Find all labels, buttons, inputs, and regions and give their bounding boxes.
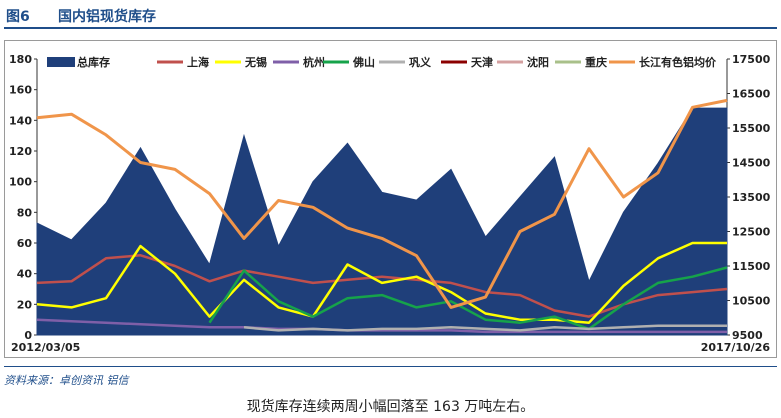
- right-tick-label: 15500: [732, 122, 771, 135]
- series-area-total-stock: [36, 107, 728, 336]
- left-tick-label: 0: [24, 329, 32, 342]
- right-tick-label: 13500: [732, 191, 771, 204]
- footer-rule: [4, 366, 777, 367]
- right-tick-label: 9500: [732, 329, 763, 342]
- legend-label: 佛山: [352, 55, 375, 69]
- left-tick-label: 160: [9, 84, 32, 97]
- right-tick-label: 12500: [732, 226, 771, 239]
- left-tick-label: 120: [9, 145, 32, 158]
- source-note: 资料来源：卓创资讯 铝信: [4, 374, 129, 387]
- legend-label: 沈阳: [527, 55, 549, 69]
- left-tick-label: 40: [17, 268, 33, 281]
- figure-caption: 现货库存连续两周小幅回落至 163 万吨左右。: [246, 399, 535, 415]
- chart-canvas: 0 20 40 60 80 100 120 140 160 180 9500 10500 11500 12…: [9, 53, 771, 354]
- legend-label: 无锡: [244, 55, 267, 69]
- right-tick-label: 11500: [732, 260, 771, 273]
- legend-swatch-area: [47, 57, 75, 67]
- series-line-杭州: [36, 318, 727, 334]
- right-tick-label: 17500: [732, 53, 771, 66]
- figure-title: 国内铝现货库存: [58, 9, 156, 25]
- chart-frame: 0 20 40 60 80 100 120 140 160 180 9500 10500 11500 12…: [4, 40, 777, 358]
- left-tick-label: 180: [9, 53, 32, 66]
- left-tick-label: 140: [9, 114, 32, 127]
- series-line-长江有色铝均价: [36, 98, 728, 309]
- legend-label: 巩义: [409, 55, 432, 69]
- x-start-label: 2012/03/05: [11, 341, 80, 354]
- series-line-佛山: [208, 266, 728, 331]
- left-tick-label: 20: [17, 298, 33, 311]
- right-tick-label: 16500: [732, 88, 771, 101]
- left-tick-label: 100: [9, 176, 32, 189]
- series-line-无锡: [36, 241, 727, 324]
- series-line-上海: [36, 254, 728, 318]
- header-rule: [4, 27, 777, 29]
- right-tick-label: 10500: [732, 295, 771, 308]
- x-end-label: 2017/10/26: [701, 341, 771, 354]
- legend-label: 长江有色铝均价: [639, 55, 717, 69]
- left-tick-label: 60: [17, 237, 33, 250]
- right-tick-label: 14500: [732, 157, 771, 170]
- legend-label: 上海: [187, 55, 209, 69]
- legend-label: 总库存: [77, 55, 110, 69]
- series-line-巩义: [243, 324, 727, 332]
- legend-label: 杭州: [303, 55, 325, 69]
- figure-number: 图6: [6, 9, 30, 25]
- left-tick-label: 80: [17, 206, 33, 219]
- legend-label: 天津: [471, 55, 493, 69]
- legend-label: 重庆: [585, 55, 607, 69]
